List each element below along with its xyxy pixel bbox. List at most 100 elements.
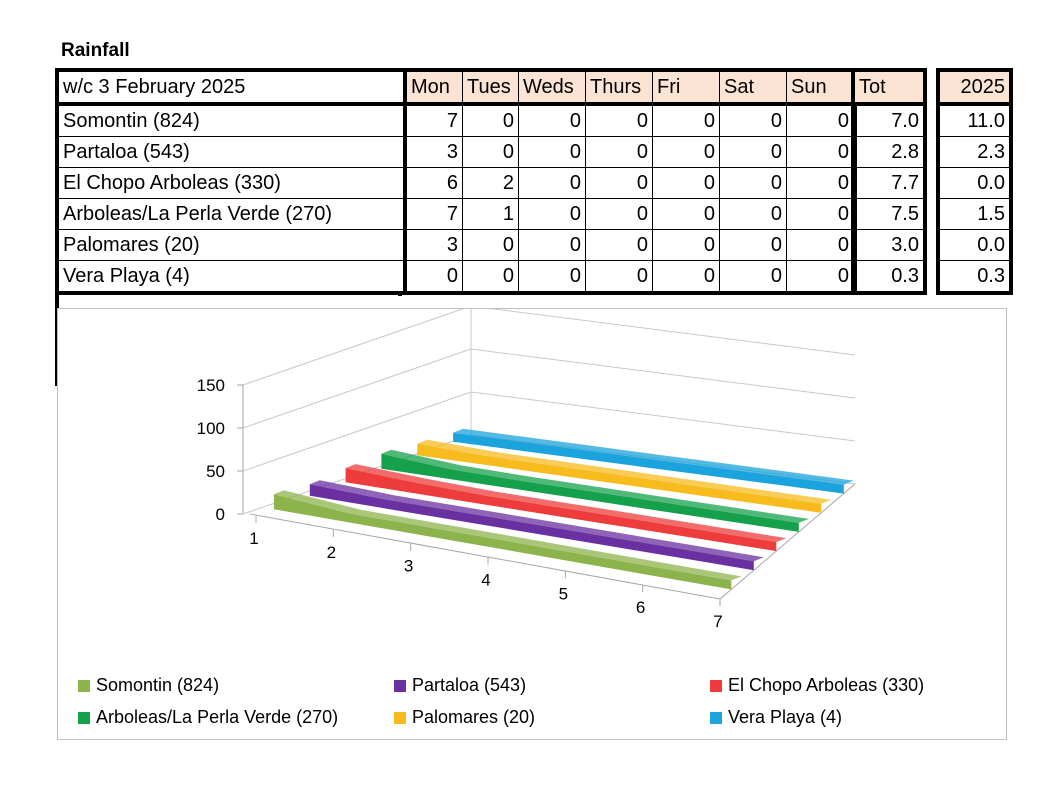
rain-value: 1 (462, 198, 519, 230)
x-tick-label: 1 (249, 529, 258, 548)
rain-value: 0 (786, 167, 856, 199)
rain-value: 0 (585, 198, 653, 230)
y-tick-label: 0 (216, 505, 225, 524)
tot-value: 7.0 (852, 103, 926, 137)
station-name: Palomares (20) (56, 229, 407, 261)
year-header: 2025 (937, 69, 1012, 106)
rain-value: 3 (404, 229, 463, 261)
rain-value: 0 (585, 167, 653, 199)
x-tick-label: 5 (559, 584, 568, 603)
legend-label: Palomares (20) (412, 707, 536, 727)
rain-value: 0 (719, 167, 787, 199)
day-header-weds: Weds (518, 69, 586, 106)
day-header-mon: Mon (404, 69, 463, 106)
tot-value: 2.8 (852, 136, 926, 168)
legend-swatch (394, 679, 406, 692)
legend-label: El Chopo Arboleas (330) (728, 675, 925, 695)
rainfall-table: w/c 3 February 2025 Mon Tues Weds Thurs … (55, 68, 857, 295)
rain-value: 0 (462, 229, 519, 261)
series-top (453, 428, 854, 485)
rain-value: 0 (652, 103, 720, 137)
table-row: Arboleas/La Perla Verde (270) 7 1 0 0 0 0 0 (56, 198, 856, 230)
rain-value: 0 (719, 260, 787, 294)
legend-item: Vera Playa (4) (710, 707, 842, 728)
page-title: Rainfall (61, 40, 130, 61)
rain-value: 0 (719, 103, 787, 137)
legend-label: Partaloa (543) (412, 675, 527, 695)
legend-item: Palomares (20) (394, 707, 535, 728)
rain-value: 0 (518, 136, 586, 168)
x-tick-label: 2 (327, 543, 336, 562)
x-tick-label: 7 (713, 612, 722, 631)
table-row: El Chopo Arboleas (330) 6 2 0 0 0 0 0 (56, 167, 856, 199)
rain-value: 0 (585, 103, 653, 137)
series-area (381, 453, 799, 532)
rain-value: 6 (404, 167, 463, 199)
legend-label: Somontin (824) (96, 675, 220, 695)
rain-value: 7 (404, 103, 463, 137)
rain-value: 0 (719, 229, 787, 261)
series-top (345, 464, 787, 543)
year-value: 0.0 (937, 229, 1012, 261)
rain-value: 2 (462, 167, 519, 199)
series-top (309, 480, 764, 562)
rain-value: 0 (518, 229, 586, 261)
tot-value: 7.5 (852, 198, 926, 230)
rain-value: 0 (462, 136, 519, 168)
rain-value: 0 (652, 167, 720, 199)
year-value: 0.0 (937, 167, 1012, 199)
table-header-row: w/c 3 February 2025 Mon Tues Weds Thurs … (56, 69, 856, 106)
legend-item: El Chopo Arboleas (330) (710, 675, 924, 696)
tot-value: 0.3 (852, 260, 926, 294)
day-header-sat: Sat (719, 69, 787, 106)
total-table: Tot 7.0 2.8 7.7 7.5 3.0 0.3 (851, 68, 927, 295)
series-top (381, 449, 809, 523)
year-table: 2025 11.0 2.3 0.0 1.5 0.0 0.3 (936, 68, 1013, 295)
y-tick-label: 100 (197, 419, 225, 438)
series-top (273, 490, 742, 581)
rain-value: 0 (518, 167, 586, 199)
rain-value: 0 (786, 229, 856, 261)
day-header-fri: Fri (652, 69, 720, 106)
legend-swatch (78, 711, 90, 724)
x-tick-label: 3 (404, 557, 413, 576)
legend-item: Arboleas/La Perla Verde (270) (78, 707, 338, 728)
rain-value: 7 (404, 198, 463, 230)
station-name: Somontin (824) (56, 103, 407, 137)
rain-value: 0 (786, 198, 856, 230)
year-value: 11.0 (937, 103, 1012, 137)
legend-swatch (78, 679, 90, 692)
legend-swatch (710, 711, 722, 724)
series-area (417, 443, 822, 513)
series-area (453, 432, 844, 494)
tot-value: 3.0 (852, 229, 926, 261)
rain-value: 0 (786, 136, 856, 168)
legend-swatch (394, 711, 406, 724)
gridline (470, 348, 856, 399)
rain-value: 0 (462, 260, 519, 294)
day-header-tues: Tues (462, 69, 519, 106)
x-tick-label: 6 (636, 598, 645, 617)
legend-swatch (710, 679, 722, 692)
rain-value: 0 (585, 229, 653, 261)
x-tick-label: 4 (481, 571, 490, 590)
rain-value: 0 (585, 260, 653, 294)
x-axis-line (249, 513, 721, 600)
table-row: Palomares (20) 3 0 0 0 0 0 0 (56, 229, 856, 261)
rain-value: 0 (518, 103, 586, 137)
table-edge-line (398, 292, 402, 296)
rain-value: 0 (652, 229, 720, 261)
series-area (345, 468, 777, 552)
year-value: 2.3 (937, 136, 1012, 168)
rain-value: 0 (585, 136, 653, 168)
series-area (273, 494, 732, 590)
station-name: Arboleas/La Perla Verde (270) (56, 198, 407, 230)
rain-value: 0 (786, 260, 856, 294)
legend-item: Partaloa (543) (394, 675, 526, 696)
year-value: 1.5 (937, 198, 1012, 230)
rain-value: 0 (404, 260, 463, 294)
gridline (242, 348, 472, 429)
tot-value: 7.7 (852, 167, 926, 199)
rain-value: 0 (786, 103, 856, 137)
rain-value: 0 (652, 136, 720, 168)
